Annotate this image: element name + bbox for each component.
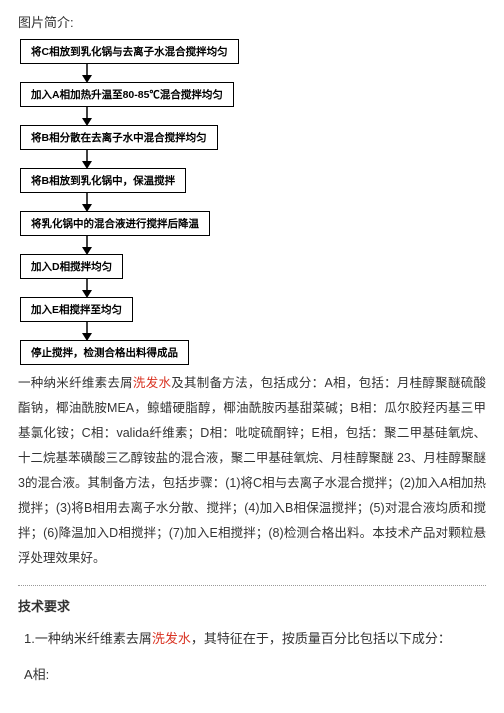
requirement-item: 1.一种纳米纤维素去屑洗发水，其特征在于，按质量百分比包括以下成分： [24,627,486,650]
intro-label: 图片简介: [18,12,486,31]
flow-node: 将乳化锅中的混合液进行搅拌后降温 [20,211,210,236]
shampoo-link[interactable]: 洗发水 [152,631,191,646]
flow-node: 将C相放到乳化锅与去离子水混合搅拌均匀 [20,39,239,64]
flow-arrow-icon [80,235,94,255]
flow-node: 加入A相加热升温至80-85℃混合搅拌均匀 [20,82,234,107]
flow-arrow-icon [80,63,94,83]
flow-node: 将B相分散在去离子水中混合搅拌均匀 [20,125,218,150]
req-text: ，其特征在于，按质量百分比包括以下成分： [191,631,451,646]
flow-arrow-icon [80,106,94,126]
flow-node: 停止搅拌，检测合格出料得成品 [20,340,189,365]
flow-arrow-icon [80,321,94,341]
tech-req-title: 技术要求 [18,596,486,615]
flowchart: 将C相放到乳化锅与去离子水混合搅拌均匀 加入A相加热升温至80-85℃混合搅拌均… [20,39,486,365]
para-text: 及其制备方法，包括成分：A相，包括：月桂醇聚醚硫酸酯钠，椰油酰胺MEA，鲸蜡硬脂… [18,376,486,565]
flow-node: 加入E相搅拌至均匀 [20,297,133,322]
description-paragraph: 一种纳米纤维素去屑洗发水及其制备方法，包括成分：A相，包括：月桂醇聚醚硫酸酯钠，… [18,371,486,571]
flow-node: 加入D相搅拌均匀 [20,254,123,279]
phase-a-label: A相: [24,664,486,683]
req-text: 1.一种纳米纤维素去屑 [24,631,152,646]
flow-node: 将B相放到乳化锅中，保温搅拌 [20,168,186,193]
shampoo-link[interactable]: 洗发水 [133,376,171,390]
section-divider [18,585,486,586]
para-text: 一种纳米纤维素去屑 [18,376,133,390]
flow-arrow-icon [80,192,94,212]
flow-arrow-icon [80,278,94,298]
flow-arrow-icon [80,149,94,169]
